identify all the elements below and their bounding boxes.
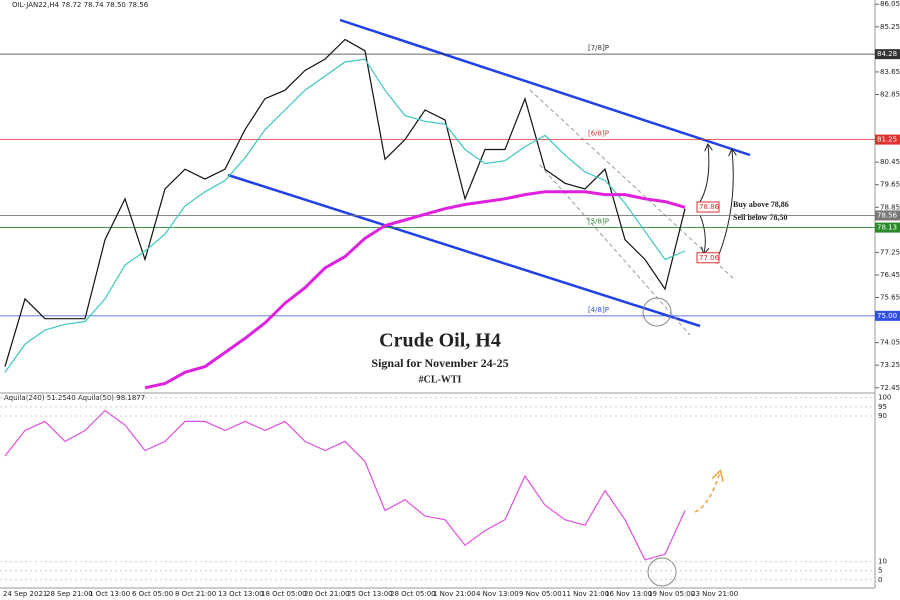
level-tag: 78.56 bbox=[877, 211, 898, 219]
x-tick-label: 9 Nov 05:00 bbox=[519, 590, 562, 598]
y-tick-label: 85.25 bbox=[880, 23, 900, 31]
series-line bbox=[4, 409, 686, 561]
x-tick-label: 28 Oct 05:00 bbox=[390, 590, 436, 598]
price-box-label: 77.06 bbox=[699, 254, 720, 262]
y-tick-label: 95 bbox=[878, 403, 887, 411]
level-tag-bg bbox=[875, 210, 900, 221]
y-tick-label: 78.85 bbox=[880, 203, 900, 211]
series-line bbox=[4, 58, 686, 373]
arrow-up bbox=[697, 145, 709, 206]
series-line bbox=[144, 190, 686, 390]
x-tick-label: 1 Oct 13:00 bbox=[89, 590, 130, 598]
indicator-legend: Aquila(240) 51.2540 Aquila(50) 98.1877 bbox=[4, 394, 145, 402]
arrow-down bbox=[699, 214, 705, 253]
y-tick-label: 80.45 bbox=[880, 158, 900, 166]
annotation: Buy above 78,86 bbox=[733, 200, 789, 209]
header: OIL-JAN22,H4 78.72 78.74 78.50 78.56 bbox=[12, 1, 149, 9]
level-label: [5/8]P bbox=[588, 218, 609, 226]
channel-bottom bbox=[227, 173, 701, 328]
y-tick-label: 82.85 bbox=[880, 90, 900, 98]
series-line bbox=[4, 38, 686, 367]
level-tag-bg bbox=[875, 134, 900, 145]
x-tick-label: 24 Sep 2021 bbox=[3, 590, 47, 598]
level-tag-bg bbox=[875, 49, 900, 60]
level-label: [4/8]P bbox=[588, 306, 609, 314]
level-tag: 75.00 bbox=[877, 312, 897, 320]
x-tick-label: 8 Oct 21:00 bbox=[175, 590, 216, 598]
y-tick-label: 74.05 bbox=[880, 339, 900, 347]
y-tick-label: 5 bbox=[878, 567, 882, 575]
x-tick-label: 13 Oct 13:00 bbox=[218, 590, 264, 598]
y-tick-label: 79.65 bbox=[880, 181, 900, 189]
y-tick-label: 72.45 bbox=[880, 384, 900, 392]
x-tick-label: 20 Oct 21:00 bbox=[304, 590, 350, 598]
y-tick-label: 73.25 bbox=[880, 361, 900, 369]
level-tag: 81.25 bbox=[877, 136, 897, 144]
x-tick-label: 1 Nov 21:00 bbox=[433, 590, 476, 598]
x-tick-label: 25 Oct 13:00 bbox=[347, 590, 393, 598]
level-label: [7/8]P bbox=[588, 44, 609, 52]
x-tick-label: 11 Nov 21:00 bbox=[562, 590, 609, 598]
y-tick-label: 10 bbox=[878, 558, 887, 566]
price-box bbox=[696, 201, 720, 213]
y-tick-label: 90 bbox=[878, 412, 887, 420]
chart-subtitle: Signal for November 24-25 bbox=[371, 356, 508, 370]
forecast-arrow bbox=[694, 472, 720, 513]
x-tick-label: 6 Oct 05:00 bbox=[132, 590, 173, 598]
x-tick-label: 18 Oct 05:00 bbox=[261, 590, 307, 598]
level-label: [6/8]P bbox=[588, 130, 609, 138]
level-tag-bg bbox=[875, 222, 900, 233]
y-tick-label: 0 bbox=[878, 576, 882, 584]
y-tick-label: 77.25 bbox=[880, 248, 900, 256]
x-tick-label: 23 Nov 21:00 bbox=[691, 590, 738, 598]
dashed-trend bbox=[539, 164, 691, 336]
y-tick-label: 83.65 bbox=[880, 68, 900, 76]
highlight-circle bbox=[642, 297, 672, 327]
annotation: Sell below 78,50 bbox=[733, 213, 787, 222]
x-tick-label: 4 Nov 13:00 bbox=[476, 590, 519, 598]
y-tick-label: 75.65 bbox=[880, 294, 900, 302]
symbol: #CL-WTI bbox=[419, 374, 462, 385]
x-tick-label: 19 Nov 05:00 bbox=[648, 590, 695, 598]
chart-title: Crude Oil, H4 bbox=[379, 330, 501, 352]
price-box-label: 78.86 bbox=[699, 203, 720, 211]
y-tick-label: 76.45 bbox=[880, 271, 900, 279]
y-tick-label: 86.05 bbox=[880, 0, 900, 8]
channel-top bbox=[339, 18, 751, 157]
arrow-up bbox=[715, 150, 733, 263]
level-tag-bg bbox=[875, 310, 900, 321]
price-box bbox=[696, 252, 720, 264]
x-tick-label: 28 Sep 21:00 bbox=[46, 590, 93, 598]
level-tag: 84.28 bbox=[877, 50, 897, 58]
level-tag: 78.13 bbox=[877, 224, 897, 232]
y-tick-label: 100 bbox=[878, 394, 891, 402]
x-tick-label: 16 Nov 13:00 bbox=[605, 590, 652, 598]
dashed-trend bbox=[529, 89, 736, 281]
highlight-circle bbox=[647, 557, 677, 587]
